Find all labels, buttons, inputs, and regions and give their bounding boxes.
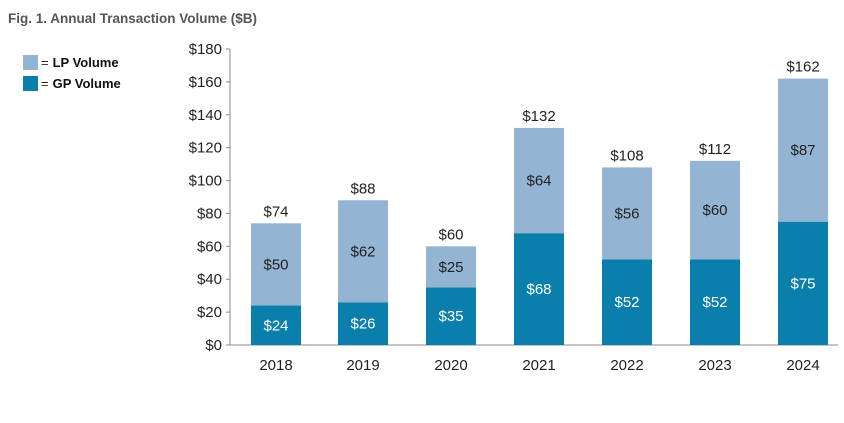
data-label-lp: $56: [614, 205, 639, 222]
data-label-gp: $52: [702, 294, 727, 311]
data-label-total: $162: [786, 59, 819, 76]
y-tick-label: $60: [197, 238, 222, 255]
y-tick-label: $80: [197, 205, 222, 222]
y-tick-label: $140: [189, 107, 222, 124]
data-label-lp: $64: [526, 173, 551, 190]
data-label-total: $74: [263, 203, 288, 220]
data-label-gp: $24: [263, 317, 288, 334]
legend-equals: =: [41, 54, 49, 70]
legend-label-gp: GP Volume: [52, 75, 121, 91]
y-tick-label: $120: [189, 140, 222, 157]
data-label-gp: $75: [790, 275, 815, 292]
x-tick-label: 2018: [259, 357, 292, 374]
data-label-lp: $60: [702, 202, 727, 219]
bar-lp-2019: [338, 200, 388, 303]
bar-gp-2018: [251, 305, 301, 345]
chart-legend: = LP Volume = GP Volume: [23, 52, 121, 94]
data-label-lp: $50: [263, 256, 288, 273]
bar-gp-2021: [514, 233, 564, 345]
data-label-lp: $25: [438, 259, 463, 276]
bar-lp-2020: [426, 246, 476, 288]
y-tick-label: $100: [189, 173, 222, 190]
bar-lp-2024: [778, 78, 828, 222]
figure-title: Fig. 1. Annual Transaction Volume ($B): [8, 11, 258, 26]
data-label-lp: $62: [350, 243, 375, 260]
bar-lp-2018: [251, 223, 301, 306]
legend-swatch-lp: [23, 54, 38, 70]
y-tick-label: $40: [197, 271, 222, 288]
bar-gp-2023: [690, 259, 740, 345]
bar-gp-2024: [778, 221, 828, 345]
legend-swatch-gp: [23, 75, 38, 91]
x-tick-label: 2019: [346, 357, 379, 374]
bar-lp-2021: [514, 127, 564, 234]
legend-equals: =: [41, 75, 49, 91]
data-label-total: $108: [610, 147, 643, 164]
bar-gp-2019: [338, 302, 388, 345]
x-tick-label: 2024: [786, 357, 819, 374]
legend-item-lp: = LP Volume: [23, 52, 121, 72]
data-label-total: $112: [699, 141, 731, 158]
x-tick-label: 2020: [434, 357, 467, 374]
y-tick-label: $0: [205, 337, 222, 354]
x-tick-label: 2022: [610, 357, 643, 374]
bar-gp-2022: [602, 259, 652, 345]
y-tick-label: $20: [197, 304, 222, 321]
x-tick-label: 2023: [698, 357, 731, 374]
data-label-total: $132: [522, 108, 555, 125]
bar-gp-2020: [426, 287, 476, 345]
bar-lp-2023: [690, 160, 740, 260]
data-label-gp: $52: [614, 294, 639, 311]
data-label-gp: $68: [526, 281, 551, 298]
y-tick-label: $160: [189, 74, 222, 91]
bar-lp-2022: [602, 167, 652, 260]
x-tick-label: 2021: [522, 357, 555, 374]
data-label-total: $88: [350, 180, 375, 197]
legend-label-lp: LP Volume: [52, 54, 119, 70]
data-label-lp: $87: [790, 142, 815, 159]
legend-item-gp: = GP Volume: [23, 73, 121, 93]
data-label-gp: $35: [438, 308, 463, 325]
y-tick-label: $180: [189, 41, 222, 58]
data-label-total: $60: [438, 226, 463, 243]
data-label-gp: $26: [350, 316, 375, 333]
